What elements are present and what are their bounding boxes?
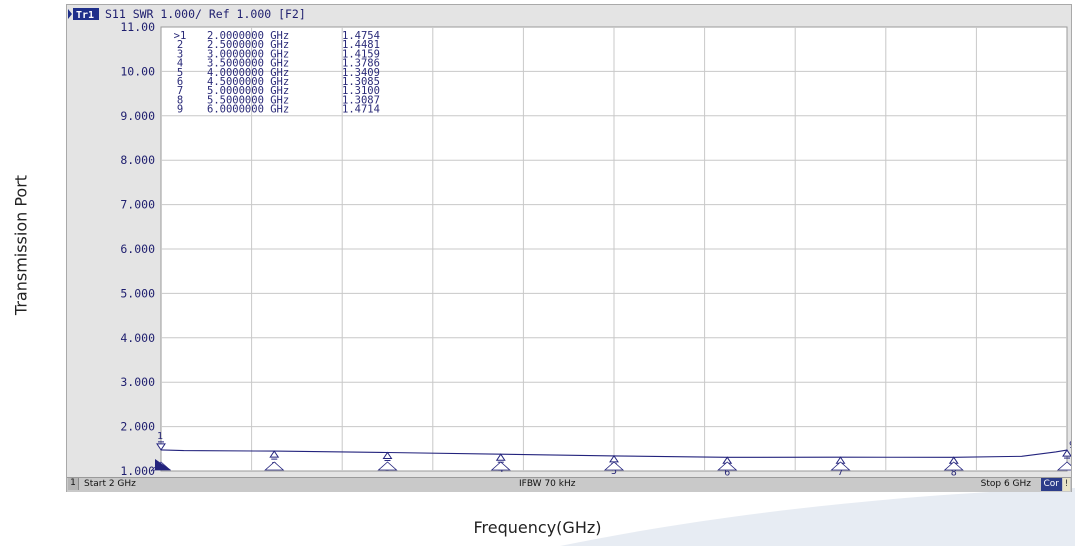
marker-triangle[interactable] [382,451,393,460]
channel-number[interactable]: 1 [68,478,79,490]
marker-table-freq: 3.5000000 GHz [207,58,289,70]
marker-table-value: 1.3085 [342,76,380,88]
status-bar: 1 Start 2 GHz IFBW 70 kHz Stop 6 GHz Cor… [67,477,1071,492]
analyzer-display: 11.00 10.00 9.000 8.000 7.000 6.000 5.000 4.000… [66,4,1072,492]
y-axis-label: Transmission Port [11,174,31,316]
stimulus-marker-icon [943,461,964,471]
y-tick-label: 2.000 [120,420,155,434]
marker-table-id: 8 [177,94,183,106]
marker-table-freq: 5.0000000 GHz [207,85,289,97]
y-tick-label: 6.000 [120,242,155,256]
y-tick-label: 3.000 [120,375,155,389]
reference-level-icon [155,459,171,470]
chart-svg: 11.00 10.00 9.000 8.000 7.000 6.000 5.000 4.000… [68,7,1071,477]
marker-table-freq: 5.5000000 GHz [207,94,289,106]
y-tick-label: 5.000 [120,286,155,300]
marker-label: 6 [724,467,730,477]
stop-frequency[interactable]: Stop 6 GHz [980,479,1031,489]
marker-table-freq: 4.0000000 GHz [207,67,289,79]
stimulus-marker-icon [490,461,511,471]
y-tick-label: 8.000 [120,153,155,167]
marker-table-freq: 6.0000000 GHz [207,104,289,116]
marker-label: 8 [951,467,957,477]
marker-table-value: 1.3409 [342,67,380,79]
stimulus-marker-icon [603,461,625,471]
y-tick-label: 7.000 [120,198,155,212]
y-tick-label: 1.000 [120,464,155,477]
marker-table-id: 2 [177,39,183,51]
ifbw-readout[interactable]: IFBW 70 kHz [519,479,576,489]
marker-table-value: 1.3100 [342,85,380,97]
y-tick-label: 11.00 [120,20,155,34]
stimulus-marker-icon [830,461,851,471]
marker-table-value: 1.3786 [342,58,380,70]
stimulus-marker-icon [717,461,738,471]
active-trace-arrow-icon [68,9,72,19]
marker-table-id: 7 [177,85,183,97]
marker-triangle[interactable] [156,443,166,451]
marker-table-freq: 2.0000000 GHz [207,30,289,42]
start-frequency[interactable]: Start 2 GHz [84,479,136,489]
marker-table-id: 9 [177,104,183,116]
marker-table-value: 1.4714 [342,104,380,116]
warning-flag[interactable]: ! [1063,478,1070,491]
marker-table-value: 1.4159 [342,48,380,60]
trace-tag-label: Tr1 [76,10,94,21]
marker-table-id: 5 [177,67,183,79]
marker-triangle[interactable] [269,450,280,458]
y-tick-label: 10.00 [120,64,155,78]
trace-tag-badge[interactable] [73,8,99,20]
marker-label: 9 [1069,440,1071,451]
marker-triangle[interactable] [495,453,506,461]
marker-table-freq: 4.5000000 GHz [207,76,289,88]
marker-table-id: 4 [177,58,183,70]
y-tick-label: 4.000 [120,331,155,345]
x-axis-label: Frequency(GHz) [473,518,602,537]
marker-label: 5 [611,466,617,477]
correction-badge[interactable]: Cor [1040,478,1062,491]
marker-table-freq: 3.0000000 GHz [207,48,289,60]
marker-table-value: 1.4754 [342,30,380,42]
y-tick-label: 9.000 [120,109,155,123]
marker-table-id: >1 [174,30,187,42]
marker-label: 7 [837,467,843,477]
marker-triangle[interactable] [1062,449,1071,457]
marker-table-value: 1.3087 [342,94,380,106]
stimulus-marker-icon [1056,461,1071,471]
marker-table-id: 6 [177,76,183,88]
marker-table-freq: 2.5000000 GHz [207,39,289,51]
trace-line [160,449,1068,458]
stimulus-marker-icon [264,461,285,471]
marker-table-id: 3 [177,48,183,60]
marker-table-value: 1.4481 [342,39,380,51]
marker-label: 1 [157,431,163,442]
trace-header-text: S11 SWR 1.000/ Ref 1.000 [F2] [105,7,306,21]
stimulus-marker-icon [377,461,398,471]
